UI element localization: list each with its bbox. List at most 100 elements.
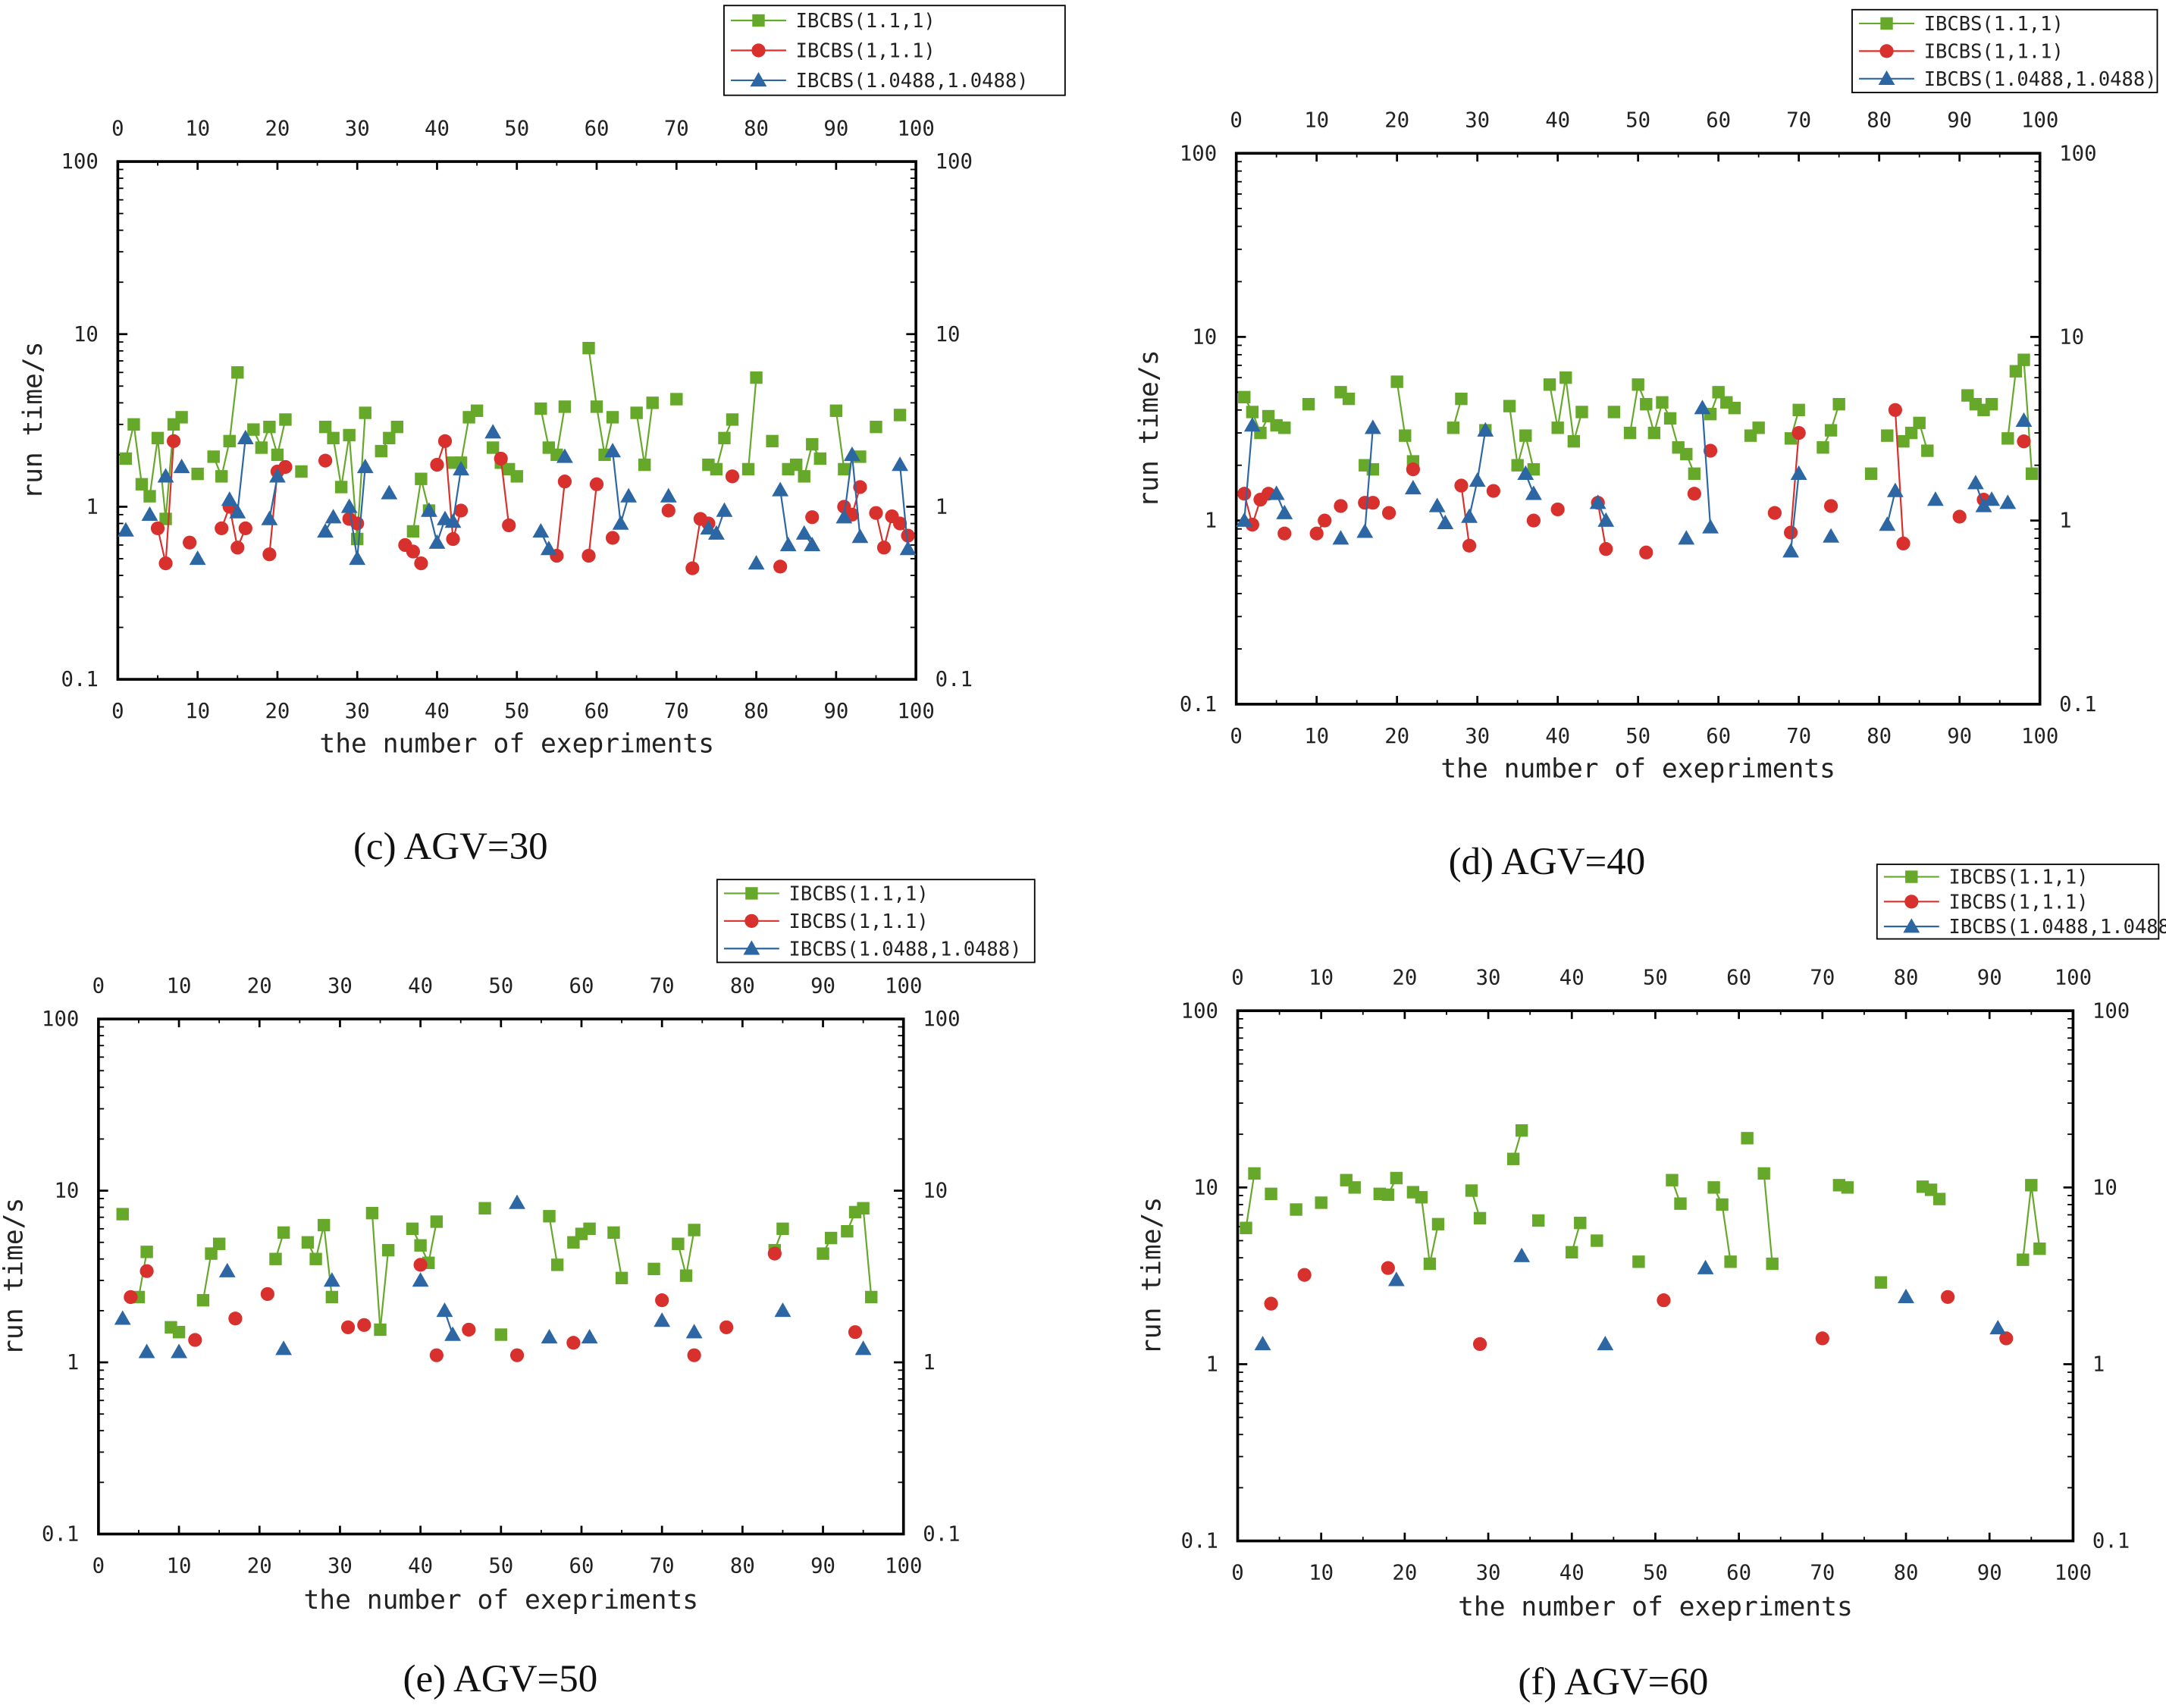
y-tick-label-left: 10 bbox=[54, 1180, 79, 1203]
y-tick-label-left: 1 bbox=[67, 1351, 79, 1374]
series-line-segment bbox=[2030, 1185, 2041, 1249]
triangle-marker bbox=[1782, 543, 1800, 558]
square-marker bbox=[688, 1224, 701, 1236]
square-marker bbox=[1465, 1184, 1478, 1197]
triangle-marker bbox=[708, 525, 725, 540]
series-line-segment bbox=[685, 1230, 695, 1276]
series-line-segment bbox=[340, 434, 350, 487]
triangle-marker bbox=[772, 481, 789, 497]
square-marker bbox=[1623, 426, 1637, 440]
x-tick-label-bottom: 20 bbox=[265, 700, 290, 723]
square-marker bbox=[865, 1290, 878, 1304]
square-marker bbox=[191, 467, 204, 481]
square-marker bbox=[790, 458, 803, 472]
square-marker bbox=[309, 1252, 322, 1265]
legend-label: IBCBS(1.0488,1.0488) bbox=[1924, 68, 2157, 91]
series-line-segment bbox=[635, 412, 646, 465]
series-line-segment bbox=[1364, 428, 1374, 532]
triangle-marker bbox=[899, 541, 917, 556]
square-marker bbox=[1238, 390, 1251, 404]
square-marker bbox=[2009, 365, 2023, 378]
square-marker bbox=[1656, 396, 1669, 409]
y-tick-label-left: 0.1 bbox=[1180, 693, 1217, 716]
triangle-marker bbox=[444, 513, 462, 528]
x-tick-label-top: 40 bbox=[1545, 109, 1570, 133]
triangle-marker bbox=[556, 448, 573, 463]
x-tick-label-top: 0 bbox=[1230, 109, 1242, 133]
x-tick-label-top: 90 bbox=[823, 117, 848, 140]
square-marker bbox=[343, 428, 356, 442]
square-marker bbox=[1881, 429, 1894, 442]
data-series bbox=[1254, 1247, 2007, 1351]
x-tick-label-bottom: 80 bbox=[1867, 725, 1892, 748]
triangle-marker bbox=[1967, 475, 1984, 490]
circle-marker bbox=[1486, 484, 1500, 498]
square-marker bbox=[1716, 1198, 1729, 1211]
triangle-marker bbox=[750, 72, 767, 87]
triangle-marker bbox=[1404, 480, 1422, 495]
square-marker bbox=[615, 1271, 628, 1284]
circle-marker bbox=[1381, 1261, 1395, 1275]
circle-marker bbox=[1454, 478, 1469, 493]
triangle-marker bbox=[851, 528, 869, 544]
triangle-marker bbox=[795, 525, 813, 540]
panel-caption: (f) AGV=60 bbox=[1518, 1661, 1708, 1703]
triangle-marker bbox=[1477, 422, 1494, 437]
square-marker bbox=[247, 423, 260, 436]
square-marker bbox=[1921, 444, 1934, 457]
triangle-marker bbox=[1428, 497, 1446, 512]
square-marker bbox=[263, 420, 276, 434]
circle-marker bbox=[1703, 443, 1718, 458]
x-tick-label-top: 30 bbox=[1465, 109, 1490, 133]
series-line-segment bbox=[228, 506, 239, 548]
series-line-segment bbox=[1789, 473, 1800, 552]
circle-marker bbox=[566, 1336, 581, 1350]
square-marker bbox=[1455, 392, 1468, 406]
x-tick-label-top: 80 bbox=[1867, 109, 1892, 133]
square-marker bbox=[817, 1247, 829, 1260]
circle-marker bbox=[494, 451, 508, 466]
x-tick-label-bottom: 0 bbox=[1230, 725, 1242, 748]
square-marker bbox=[1792, 403, 1805, 416]
triangle-marker bbox=[444, 1326, 462, 1341]
circle-marker bbox=[357, 1318, 371, 1332]
circle-marker bbox=[1381, 506, 1396, 520]
x-tick-label-bottom: 60 bbox=[1726, 1562, 1751, 1585]
square-marker bbox=[1511, 459, 1524, 472]
circle-marker bbox=[1815, 1331, 1829, 1346]
triangle-marker bbox=[1975, 497, 1992, 512]
x-tick-label-top: 100 bbox=[2021, 109, 2058, 133]
triangle-marker bbox=[138, 1343, 155, 1359]
triangle-marker bbox=[1513, 1247, 1531, 1262]
square-marker bbox=[710, 462, 723, 476]
square-marker bbox=[646, 396, 659, 409]
x-tick-label-bottom: 50 bbox=[1625, 725, 1650, 748]
circle-marker bbox=[725, 469, 740, 484]
x-tick-label-top: 0 bbox=[111, 117, 124, 140]
circle-marker bbox=[655, 1293, 669, 1308]
circle-marker bbox=[1879, 44, 1894, 58]
square-marker bbox=[857, 1202, 870, 1214]
square-marker bbox=[1348, 1181, 1361, 1194]
series-line-segment bbox=[1763, 1173, 1773, 1265]
square-marker bbox=[334, 481, 348, 494]
panel-caption: (d) AGV=40 bbox=[1449, 841, 1646, 883]
series-line-segment bbox=[1428, 1224, 1440, 1265]
triangle-marker bbox=[340, 498, 358, 513]
circle-marker bbox=[430, 457, 444, 472]
series-line-segment bbox=[1508, 406, 1519, 465]
triangle-marker bbox=[1236, 512, 1253, 527]
circle-marker bbox=[1999, 1331, 2014, 1346]
triangle-marker bbox=[774, 1302, 791, 1318]
triangle-marker bbox=[716, 502, 733, 517]
triangle-marker bbox=[1702, 519, 1719, 534]
y-tick-label-left: 1 bbox=[86, 496, 98, 519]
x-tick-label-top: 10 bbox=[167, 975, 192, 998]
triangle-marker bbox=[1898, 1288, 1914, 1304]
square-marker bbox=[672, 1237, 685, 1250]
x-tick-label-bottom: 40 bbox=[1559, 1562, 1585, 1585]
square-marker bbox=[1399, 429, 1412, 442]
y-tick-label-left: 0.1 bbox=[61, 668, 99, 691]
circle-marker bbox=[262, 547, 277, 562]
